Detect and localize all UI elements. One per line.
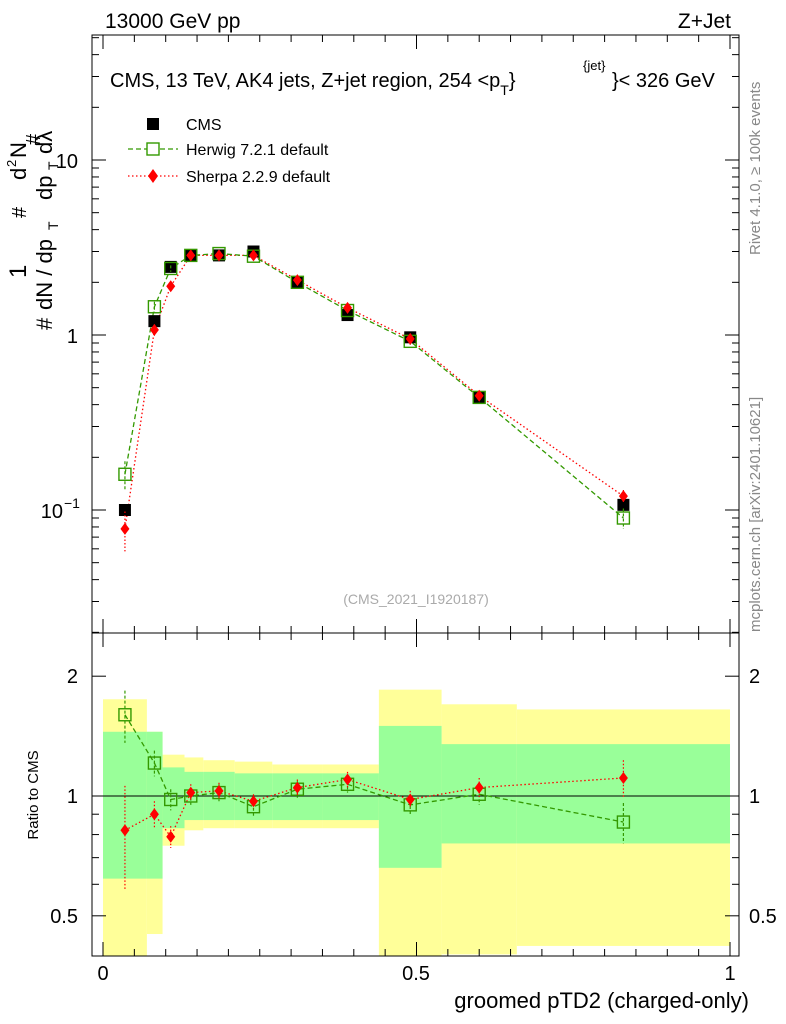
cms-point	[617, 498, 630, 511]
legend: CMS Herwig 7.2.1 default Sherpa 2.2.9 de…	[128, 117, 331, 186]
svg-text:dp: dp	[32, 176, 57, 200]
herwig-point	[164, 261, 178, 276]
analysis-id: (CMS_2021_I1920187)	[343, 591, 489, 607]
main-panel: CMS, 13 TeV, AK4 jets, Z+jet region, 254…	[4, 34, 764, 634]
sherpa-point	[120, 522, 130, 535]
cms-point	[148, 315, 161, 328]
header-collision: 13000 GeV pp	[105, 10, 240, 33]
ratio-ytick-label-1-right: 1	[749, 786, 760, 808]
xtick-label-1: 1	[724, 963, 735, 985]
plot-title-end: }< 326 GeV	[612, 70, 716, 92]
sherpa-point	[186, 249, 196, 262]
sherpa-point	[405, 332, 415, 345]
legend-sherpa-label: Sherpa 2.2.9 default	[186, 169, 331, 186]
ratio-sherpa-point	[214, 784, 224, 797]
herwig-point	[118, 467, 132, 481]
sherpa-line	[124, 254, 624, 529]
legend-cms-marker	[147, 118, 159, 130]
sherpa-point	[618, 490, 628, 503]
ratio-bands	[103, 689, 730, 956]
ratio-panel: Ratio to CMS 2 1 0.5 2 1 0.5 0 0.5 1 gro…	[25, 632, 777, 1013]
cms-point	[118, 504, 131, 516]
sherpa-point	[474, 389, 484, 402]
mcplots-credit: mcplots.cern.ch [arXiv:2401.10621]	[747, 397, 764, 632]
ratio-sherpa-point	[186, 786, 196, 799]
main-ticks	[92, 35, 739, 633]
ratio-herwig-point	[147, 756, 162, 770]
ratio-ytick-label-0.5: 0.5	[50, 906, 78, 928]
svg-text:dN / dp: dN / dp	[32, 239, 57, 310]
rivet-version: Rivet 4.1.0, ≥ 100k events	[747, 82, 764, 255]
ratio-sherpa-point	[343, 773, 353, 786]
ratio-ylabel: Ratio to CMS	[25, 750, 42, 839]
stat-band	[162, 767, 185, 829]
main-series	[118, 245, 631, 552]
plot-title: CMS, 13 TeV, AK4 jets, Z+jet region, 254…	[110, 70, 516, 98]
ratio-sherpa-line	[124, 777, 624, 839]
stat-band	[103, 731, 147, 879]
ratio-sherpa-point	[149, 808, 159, 821]
x-axis-label: groomed pTD2 (charged-only)	[454, 988, 749, 1013]
legend-sherpa-marker	[148, 169, 158, 183]
header-process: Z+Jet	[678, 10, 731, 33]
svg-text:#: #	[23, 133, 45, 145]
ratio-sherpa-point	[248, 795, 258, 808]
ratio-herwig-point	[164, 792, 178, 807]
legend-cms-label: CMS	[186, 117, 222, 134]
sherpa-point	[149, 323, 159, 336]
sherpa-point	[214, 249, 224, 262]
ytick-label-0.1: 10	[41, 501, 63, 523]
svg-text:#: #	[9, 206, 31, 218]
svg-text:T: T	[45, 161, 61, 170]
herwig-point	[616, 511, 631, 525]
herwig-point	[147, 300, 162, 314]
xtick-label-0: 0	[97, 963, 108, 985]
sherpa-point	[343, 301, 353, 314]
ytick-label-0.1-exp: −1	[64, 495, 80, 511]
ratio-ytick-label-2: 2	[67, 666, 78, 688]
svg-text:N: N	[6, 142, 31, 158]
ratio-sherpa-point	[292, 781, 302, 794]
sherpa-point	[166, 280, 176, 293]
svg-text:1: 1	[5, 265, 32, 278]
svg-text:#: #	[32, 317, 57, 330]
ratio-ytick-label-0.5-right: 0.5	[749, 906, 777, 928]
stat-band	[441, 744, 517, 844]
ratio-sherpa-point	[405, 793, 415, 806]
cms-point	[341, 309, 354, 322]
ratio-herwig-point	[616, 815, 631, 829]
xtick-label-0.5: 0.5	[402, 963, 430, 985]
ratio-ytick-label-2-right: 2	[749, 666, 760, 688]
legend-herwig-marker	[146, 142, 160, 156]
svg-text:2: 2	[4, 160, 19, 167]
ratio-sherpa-point	[166, 830, 176, 843]
ytick-label-1: 1	[67, 326, 78, 348]
ratio-ytick-label-1: 1	[67, 786, 78, 808]
ratio-herwig-line	[124, 714, 624, 823]
plot-title-superscript: {jet}	[583, 58, 606, 73]
ratio-sherpa-point	[618, 771, 628, 784]
ratio-herwig-point	[118, 708, 132, 722]
sherpa-point	[248, 249, 258, 262]
herwig-line	[124, 252, 624, 519]
ratio-sherpa-point	[120, 824, 130, 837]
ratio-frame	[91, 632, 740, 957]
legend-herwig-label: Herwig 7.2.1 default	[186, 142, 329, 159]
ytick-label-10: 10	[56, 151, 78, 173]
sherpa-point	[292, 274, 302, 287]
main-ylabel: # dN / dp T 1 # dp T dλ d 2 N #	[4, 131, 61, 330]
ratio-series	[118, 690, 631, 891]
svg-text:d: d	[6, 168, 31, 180]
ratio-sherpa-point	[474, 781, 484, 794]
svg-text:T: T	[45, 221, 61, 230]
svg-text:dλ: dλ	[32, 131, 57, 154]
ratio-ticks	[92, 633, 739, 956]
